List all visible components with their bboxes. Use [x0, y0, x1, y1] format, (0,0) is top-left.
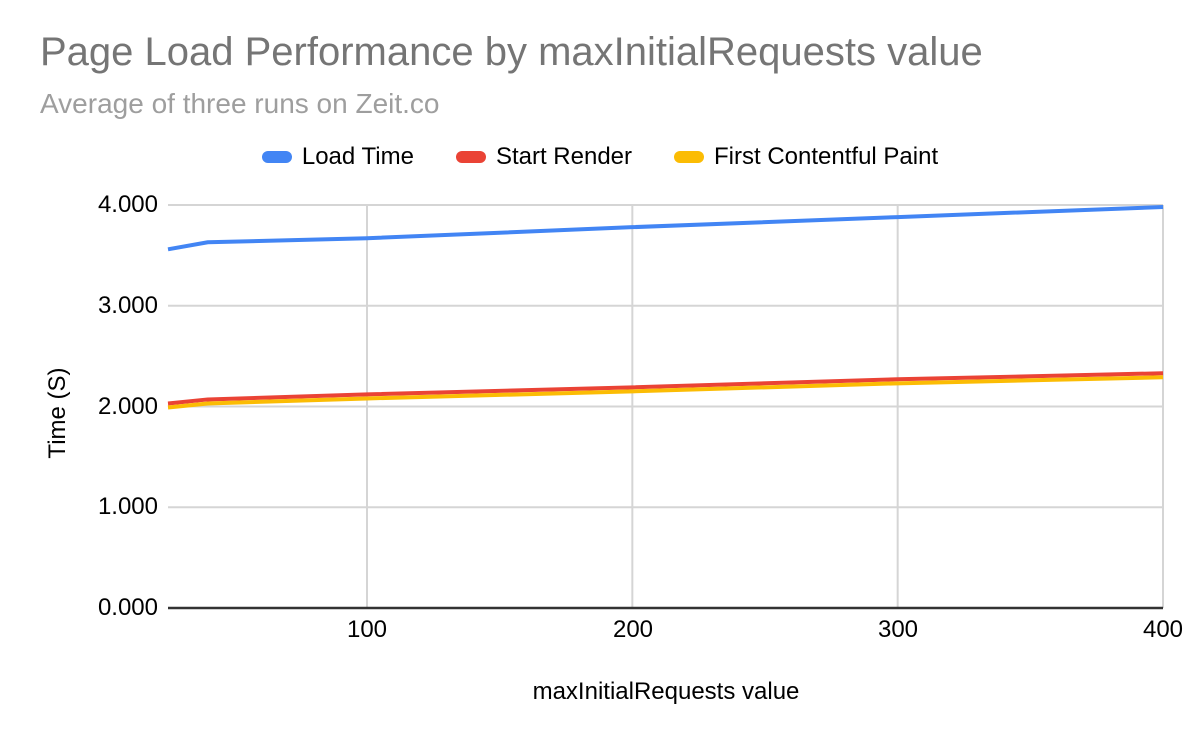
legend-label-start-render: Start Render [495, 143, 633, 170]
y-tick-label: 3.000 [97, 292, 158, 319]
series-line-first-contentful-paint [167, 375, 1164, 410]
plot-svg [167, 204, 1164, 610]
x-tick-label: 300 [877, 616, 919, 643]
y-tick-label: 4.000 [97, 191, 158, 218]
y-tick-label: 0.000 [97, 594, 158, 621]
x-tick-label: 400 [1142, 616, 1184, 643]
y-tick-label: 1.000 [97, 493, 158, 520]
y-axis-title: Time (S) [44, 367, 71, 459]
legend-swatch-load-time [261, 151, 292, 163]
legend-swatch-start-render [455, 151, 486, 163]
page-subtitle: Average of three runs on Zeit.co [40, 88, 440, 119]
series-line-start-render [167, 371, 1164, 406]
page-title: Page Load Performance by maxInitialReque… [40, 30, 983, 74]
legend-label-first-contentful-paint: First Contentful Paint [714, 143, 939, 170]
y-tick-label: 2.000 [97, 393, 158, 420]
x-tick-label: 100 [346, 616, 388, 643]
legend-label-load-time: Load Time [301, 143, 414, 170]
x-axis-title: maxInitialRequests value [532, 678, 800, 705]
legend-item-load-time: Load Time [261, 143, 414, 171]
series-line-load-time [167, 205, 1164, 252]
legend-item-start-render: Start Render [455, 143, 633, 171]
chart-legend: Load Time Start Render First Contentful … [0, 142, 1200, 172]
legend-item-first-contentful-paint: First Contentful Paint [674, 143, 938, 171]
legend-swatch-first-contentful-paint [674, 151, 705, 163]
x-tick-label: 200 [612, 616, 654, 643]
